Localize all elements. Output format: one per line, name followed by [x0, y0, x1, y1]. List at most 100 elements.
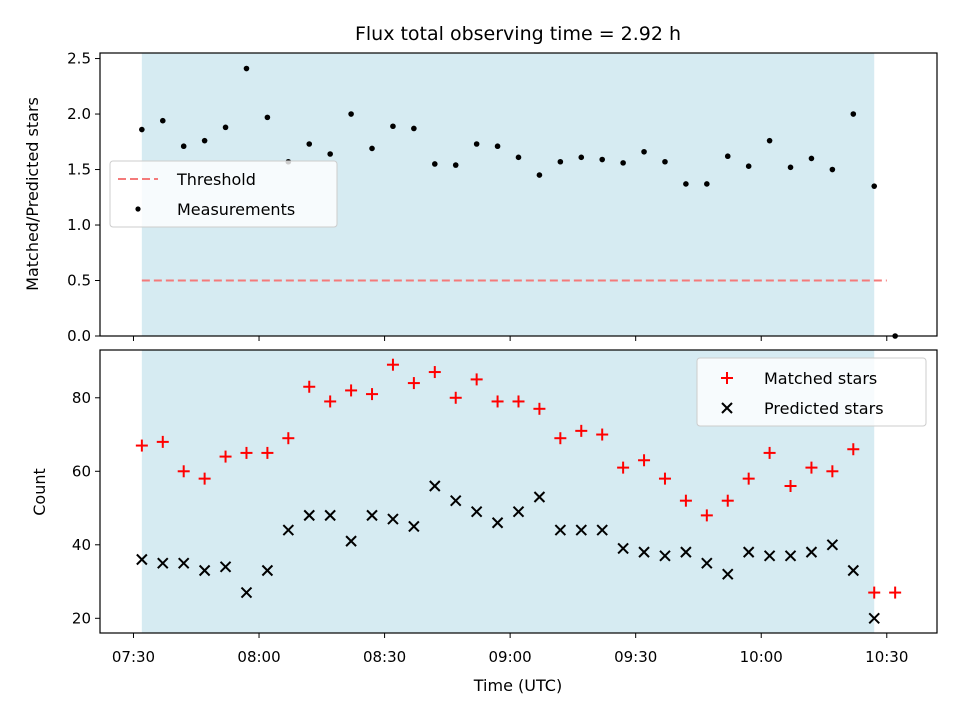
matched-star-marker [596, 428, 609, 441]
predicted-star-marker [868, 612, 880, 625]
measurement-point [473, 141, 480, 147]
matched-star-marker [868, 586, 881, 599]
measurement-point [808, 155, 815, 162]
count-x-tick-label: 10:30 [865, 648, 908, 666]
ratio-legend-box [109, 160, 338, 228]
matched-star-marker [449, 391, 462, 404]
ratio-panel: 0.0 0.5 1.0 1.5 2.0 2.5 Matched/Predicted sta… [23, 50, 938, 345]
matched-star-marker [763, 446, 776, 459]
measurement-point [139, 126, 145, 133]
matched-star-marker [512, 395, 525, 408]
predicted-star-marker [491, 517, 504, 529]
matched-star-marker [826, 465, 839, 478]
count-x-ticks: 07:30 08:00 08:30 09:00 09:30 10:00 10:30 [112, 633, 908, 666]
measurement-point [201, 137, 208, 144]
matched-star-marker [407, 377, 420, 390]
count-y-tick-label: 80 [72, 389, 91, 407]
matched-star-marker [282, 432, 295, 445]
measurement-point [641, 148, 647, 155]
matched-star-marker [240, 446, 253, 459]
predicted-star-marker [219, 561, 232, 573]
predicted-star-marker [638, 546, 650, 558]
measurement-point [766, 137, 773, 144]
legend-measurements-swatch [135, 206, 141, 212]
measurement-point [620, 160, 626, 166]
legend-predicted-swatch [721, 402, 733, 414]
predicted-star-marker [680, 546, 692, 558]
ratio-y-tick-label: 1.0 [67, 216, 91, 234]
matched-star-marker [658, 472, 671, 485]
predicted-star-marker [847, 564, 860, 577]
predicted-star-marker [136, 553, 148, 566]
predicted-star-marker [784, 550, 797, 562]
x-axis-label: Time (UTC) [473, 676, 562, 695]
predicted-star-marker [345, 535, 357, 547]
predicted-star-marker [805, 546, 818, 558]
predicted-star-marker [575, 524, 587, 536]
legend-measurements-label: Measurements [177, 200, 295, 219]
measurement-point [724, 153, 731, 160]
matched-star-marker [345, 384, 358, 397]
predicted-star-marker [742, 546, 755, 558]
matched-star-marker [742, 472, 755, 485]
ratio-y-tick-label: 0.0 [67, 327, 91, 345]
matched-star-marker [428, 366, 441, 379]
count-y-tick-label: 20 [72, 609, 91, 627]
predicted-star-marker [596, 524, 608, 536]
ratio-y-tick-label: 2.0 [67, 105, 91, 123]
predicted-star-marker [554, 524, 567, 536]
measurement-point [369, 145, 375, 152]
matched-star-marker [554, 432, 567, 445]
matched-star-marker [219, 450, 232, 463]
matched-star-marker [700, 509, 713, 522]
ratio-y-ticks: 0.0 0.5 1.0 1.5 2.0 2.5 [67, 50, 100, 345]
predicted-star-marker [387, 513, 399, 525]
matched-star-marker [135, 439, 148, 452]
count-panel: 20 40 60 80 07:30 08:00 08:30 09:00 09:30 10:00 1… [30, 349, 938, 695]
matched-star-marker [261, 446, 274, 459]
ratio-x-ticks [132, 336, 888, 341]
matched-star-marker [156, 435, 169, 448]
measurement-point [494, 143, 501, 150]
predicted-star-marker [763, 550, 776, 562]
count-x-tick-label: 10:00 [740, 648, 783, 666]
count-x-tick-label: 09:00 [489, 648, 532, 666]
matched-star-marker [491, 395, 504, 408]
matched-star-marker [784, 479, 797, 492]
predicted-stars-points [136, 480, 880, 625]
count-x-tick-label: 07:30 [112, 648, 155, 666]
matched-star-marker [177, 465, 190, 478]
predicted-star-marker [533, 491, 546, 503]
predicted-star-marker [303, 509, 315, 522]
count-y-tick-label: 60 [72, 462, 91, 480]
measurement-point [306, 141, 313, 147]
predicted-star-marker [177, 557, 190, 569]
count-x-tick-label: 08:30 [363, 648, 406, 666]
predicted-star-marker [429, 480, 441, 492]
count-plot-frame [99, 349, 938, 634]
measurement-point [557, 158, 564, 165]
matched-star-marker [847, 443, 860, 456]
measurement-point [850, 111, 857, 117]
measurement-point [578, 154, 585, 161]
measurement-point [662, 158, 668, 165]
matched-star-marker [470, 373, 483, 386]
matched-star-marker [303, 380, 316, 393]
predicted-star-marker [282, 524, 295, 536]
predicted-star-marker [240, 586, 253, 599]
measurement-point [180, 143, 187, 150]
measurement-point [745, 163, 752, 169]
predicted-star-marker [512, 506, 525, 518]
matched-star-marker [617, 461, 630, 474]
measurement-point [243, 65, 250, 72]
ratio-y-tick-label: 1.5 [67, 161, 91, 179]
ratio-plot-frame [99, 52, 938, 337]
predicted-star-marker [826, 539, 839, 551]
matched-star-marker [805, 461, 818, 474]
matched-star-marker [889, 586, 902, 599]
predicted-star-marker [366, 509, 378, 522]
measurement-point [829, 166, 836, 173]
measurement-point [348, 111, 354, 117]
measurement-point [683, 181, 689, 187]
count-x-tick-label: 09:30 [614, 648, 657, 666]
